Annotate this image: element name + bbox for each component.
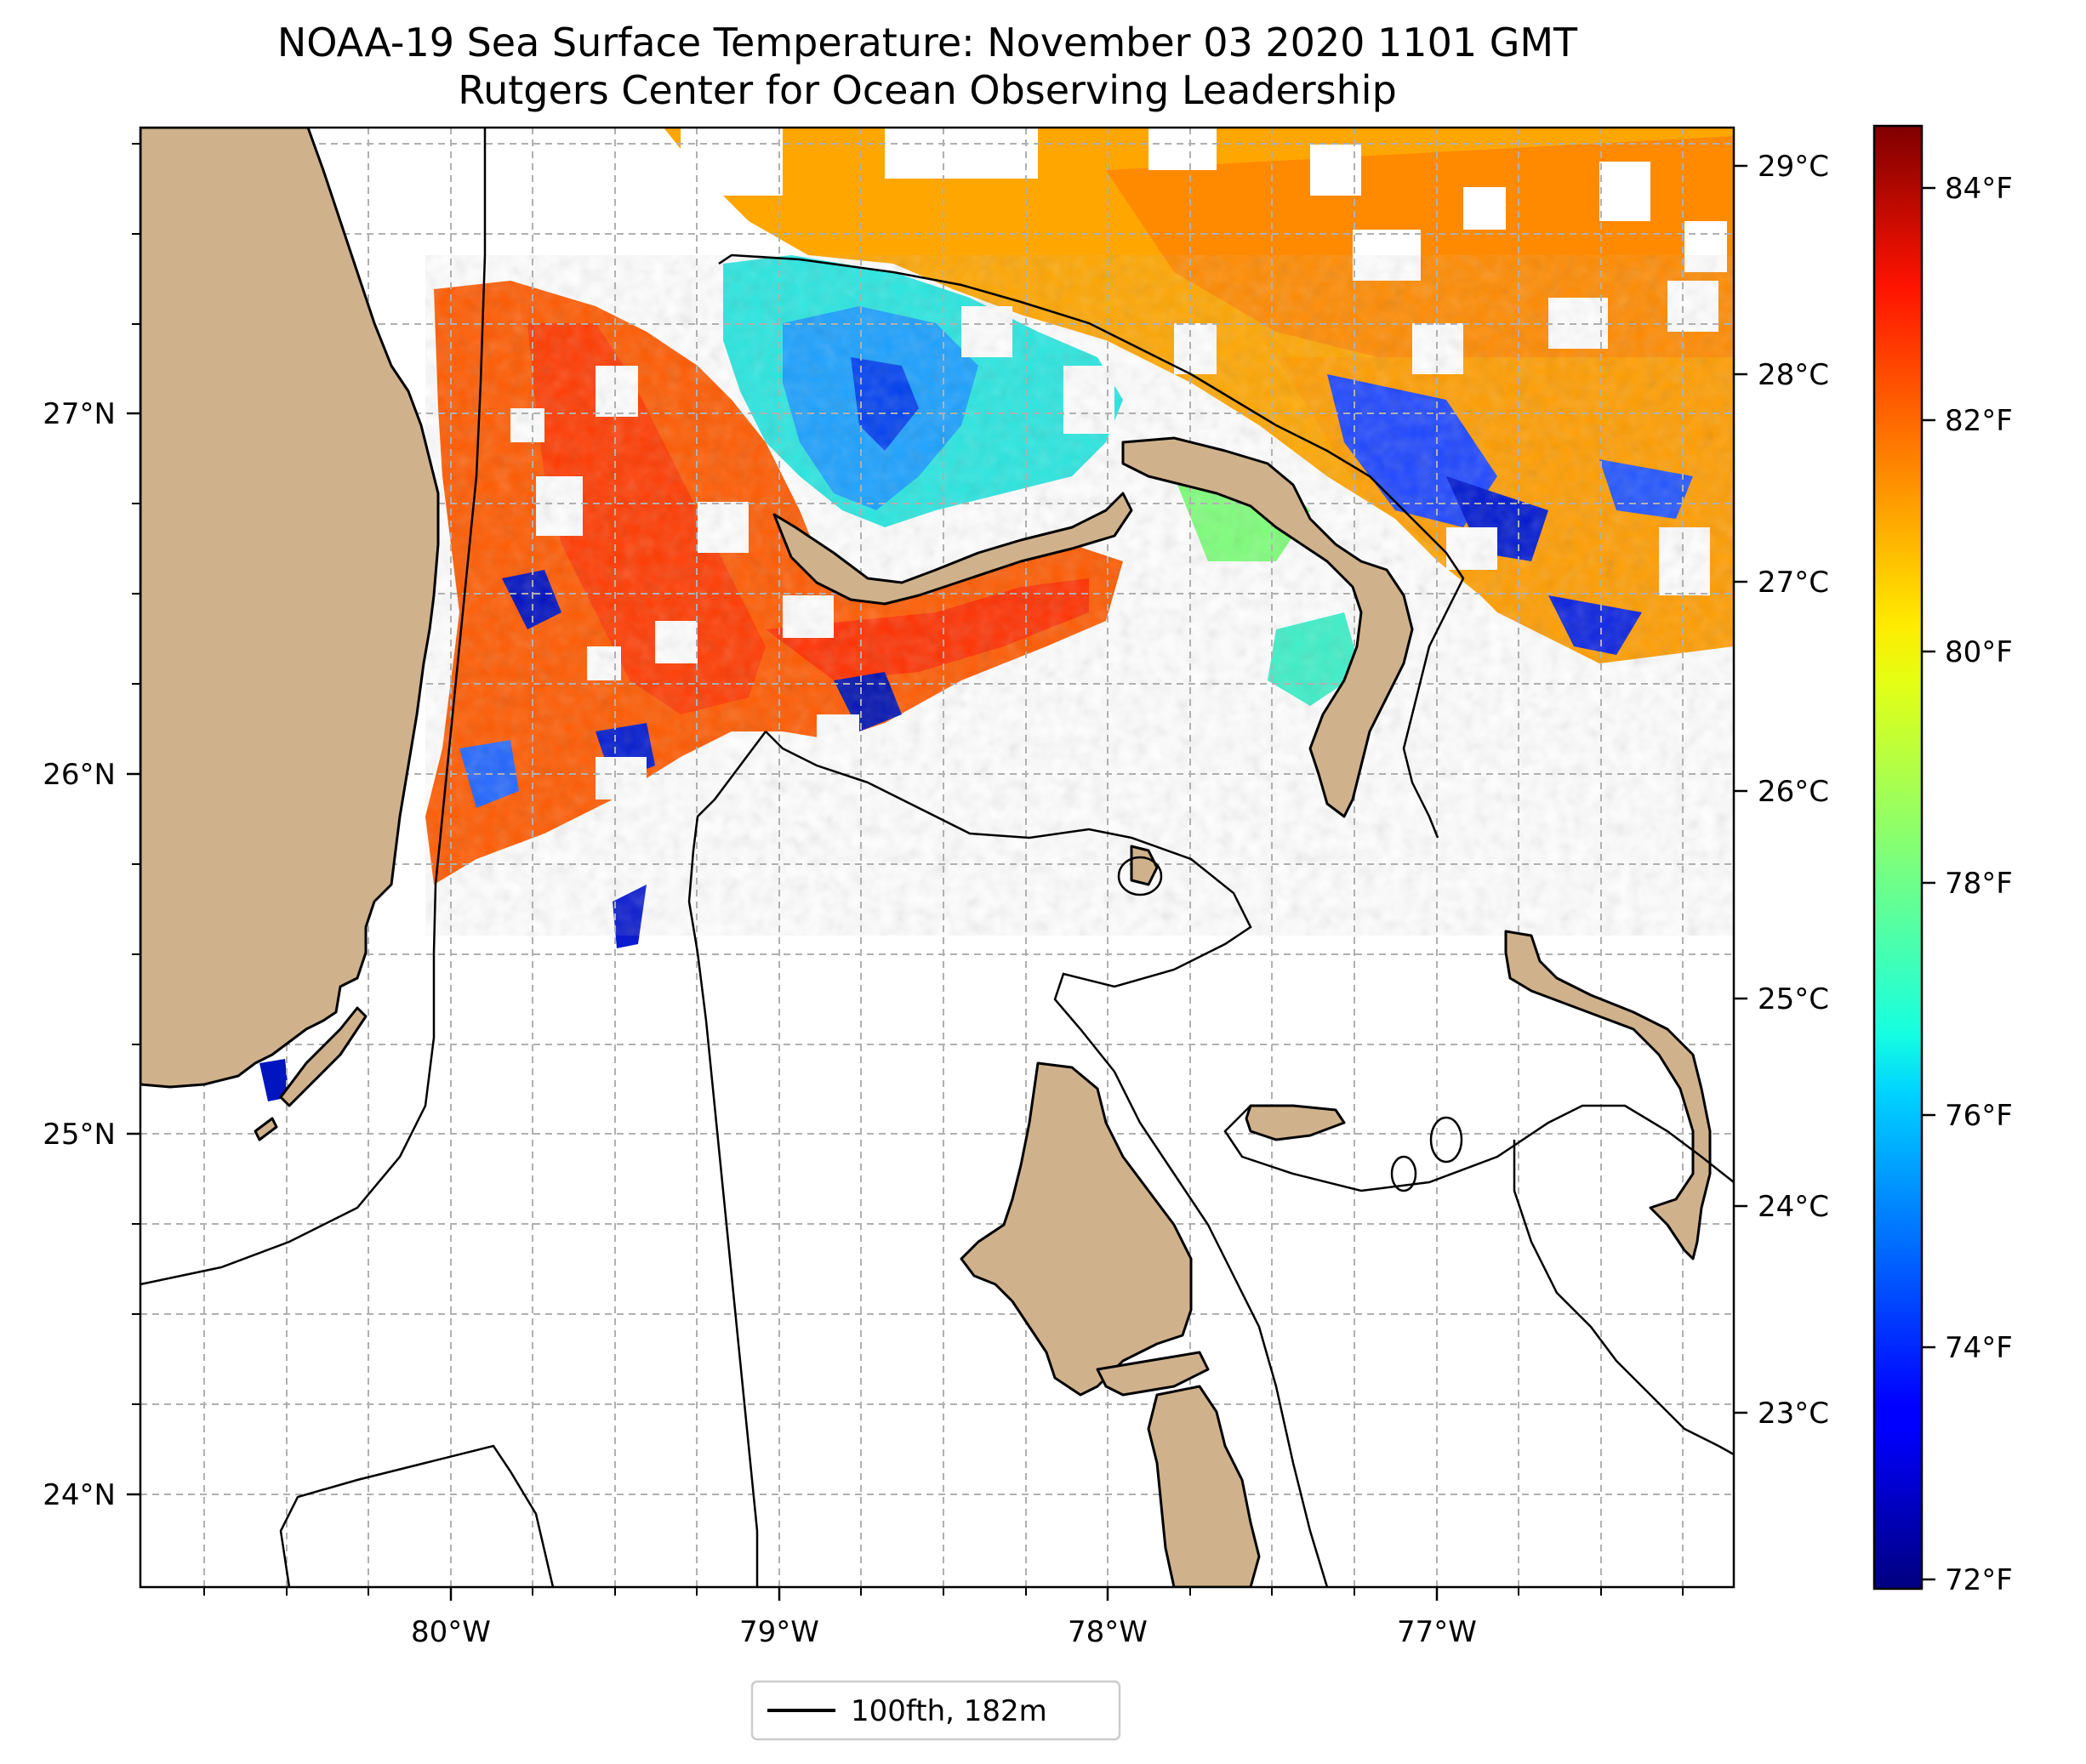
- title-line-2: Rutgers Center for Ocean Observing Leade…: [458, 67, 1397, 113]
- colorbar-tick-label: 84°F: [1945, 172, 2013, 206]
- land-layer: [140, 128, 1712, 1587]
- abaco-island: [1121, 436, 1414, 818]
- gridlines: [140, 128, 1734, 1587]
- isobath-cay-sal: [279, 1444, 555, 1587]
- florida-keys-upper: [279, 1006, 368, 1107]
- legend-label: 100fth, 182m: [851, 1694, 1047, 1728]
- y-tick-label: 24°N: [43, 1478, 116, 1512]
- map-frame: [139, 126, 1735, 1589]
- celsius-tick-label: 25°C: [1758, 982, 1829, 1016]
- sst-keys-speck: [259, 1059, 289, 1101]
- celsius-tick-label: 28°C: [1758, 358, 1829, 392]
- colorbar-tick-label: 74°F: [1945, 1331, 2013, 1365]
- grand-bahama: [772, 492, 1133, 606]
- celsius-tick-label: 23°C: [1758, 1397, 1829, 1431]
- sst-texture: [425, 255, 1734, 936]
- isobath-florida: [140, 128, 487, 1286]
- x-tick-label: 79°W: [739, 1615, 819, 1649]
- y-tick-label: 27°N: [43, 397, 116, 431]
- map-area: [140, 128, 1734, 1587]
- florida-keys-mid: [254, 1117, 278, 1141]
- x-tick-label: 80°W: [411, 1615, 491, 1649]
- isobath-little-bahama-bank: [718, 253, 1465, 839]
- colorbar-gradient: [1872, 124, 1924, 1590]
- andros-mid: [1096, 1351, 1210, 1397]
- andros-south: [1147, 1385, 1261, 1587]
- y-tick-label: 26°N: [43, 758, 116, 792]
- isobath-tongue-of-ocean: [1223, 1104, 1734, 1192]
- celsius-tick-label: 24°C: [1758, 1190, 1829, 1224]
- title-line-1: NOAA-19 Sea Surface Temperature: Novembe…: [277, 20, 1578, 65]
- isobath-great-bahama-bank-west: [765, 731, 1329, 1587]
- x-tick-labels: 80°W 79°W 78°W 77°W: [411, 1615, 1477, 1649]
- colorbar-tick-label: 76°F: [1945, 1099, 2013, 1133]
- isobath-islet: [1117, 856, 1163, 896]
- y-tick-label: 25°N: [43, 1118, 116, 1152]
- minor-ticks: [132, 143, 1684, 1596]
- colorbar-tick-label: 80°F: [1945, 635, 2013, 669]
- isobath-islet-3: [1390, 1155, 1417, 1192]
- isobath-100fth: [140, 128, 1734, 1587]
- isobath-exuma-sound: [1513, 1140, 1734, 1456]
- isobath-islet-2: [1429, 1116, 1463, 1164]
- celsius-tick-label: 27°C: [1758, 566, 1829, 600]
- florida-landmass: [140, 128, 440, 1089]
- legend-box: [750, 1680, 1121, 1741]
- isobath-straits: [687, 731, 767, 1587]
- sst-data-layer: [141, 128, 1734, 1101]
- x-tick-label: 78°W: [1068, 1615, 1148, 1649]
- colorbar-tick-label: 78°F: [1945, 867, 2013, 901]
- celsius-tick-labels: 23°C 24°C 25°C 26°C 27°C 28°C 29°C: [1758, 150, 1829, 1431]
- colorbar: 72°F 74°F 76°F 78°F 80°F 82°F 84°F: [1872, 124, 2013, 1597]
- colorbar-tick-label: 82°F: [1945, 404, 2013, 438]
- x-tick-label: 77°W: [1397, 1615, 1477, 1649]
- celsius-tick-label: 26°C: [1758, 775, 1829, 809]
- berry-islands: [1130, 845, 1159, 886]
- celsius-tick-label: 29°C: [1758, 150, 1829, 184]
- eleuthera-island: [1504, 930, 1712, 1260]
- andros-island: [960, 1061, 1193, 1397]
- major-ticks: [127, 164, 1747, 1601]
- legend: 100fth, 182m: [750, 1680, 1121, 1741]
- y-tick-labels: 24°N 25°N 26°N 27°N: [43, 397, 116, 1512]
- colorbar-tick-label: 72°F: [1945, 1563, 2013, 1597]
- new-providence: [1245, 1104, 1346, 1141]
